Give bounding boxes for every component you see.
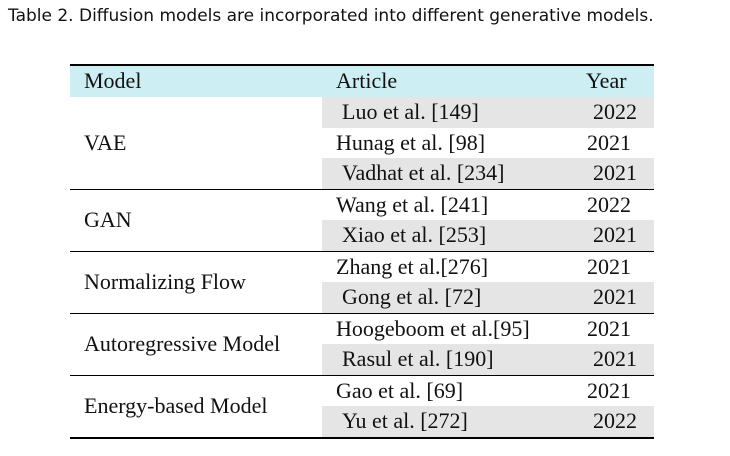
group-normalizing-flow: Normalizing Flow Zhang et al.[276] 2021 … [70, 252, 654, 314]
model-name: Autoregressive Model [84, 331, 281, 356]
article-cell: Luo et al. [149] [342, 99, 479, 124]
table-row: Vadhat et al. [234] 2021 [322, 158, 654, 189]
group-vae: VAE Luo et al. [149] 2022 Hunag et al. [… [70, 97, 654, 190]
table-caption: Table 2. Diffusion models are incorporat… [8, 6, 654, 26]
year-cell: 2021 [587, 315, 631, 341]
group-energy-based-model: Energy-based Model Gao et al. [69] 2021 … [70, 376, 654, 437]
table-row: Hunag et al. [98] 2021 [322, 128, 654, 159]
year-cell: 2021 [593, 160, 637, 185]
table-row: Hoogeboom et al.[95] 2021 [322, 314, 654, 345]
article-cell: Gong et al. [72] [342, 284, 482, 309]
header-article: Article [336, 68, 398, 93]
article-cell: Gao et al. [69] [336, 377, 464, 403]
article-cell: Xiao et al. [253] [342, 222, 487, 247]
model-name: VAE [84, 129, 127, 155]
table-row: Xiao et al. [253] 2021 [322, 220, 654, 251]
article-cell: Rasul et al. [190] [342, 346, 494, 371]
year-cell: 2021 [587, 377, 631, 403]
group-autoregressive-model: Autoregressive Model Hoogeboom et al.[95… [70, 314, 654, 376]
table-row: Luo et al. [149] 2022 [322, 97, 654, 128]
year-cell: 2022 [593, 408, 637, 433]
article-cell: Yu et al. [272] [342, 408, 468, 433]
header-model: Model [84, 68, 142, 93]
article-cell: Hunag et al. [98] [336, 129, 486, 155]
year-cell: 2021 [587, 129, 631, 155]
header-year: Year [586, 68, 627, 93]
group-gan: GAN Wang et al. [241] 2022 Xiao et al. [… [70, 190, 654, 252]
year-cell: 2021 [593, 346, 637, 371]
table-row: Zhang et al.[276] 2021 [322, 252, 654, 283]
year-cell: 2022 [593, 99, 637, 124]
diffusion-models-table: Model Article Year VAE Luo et al. [149] … [70, 64, 654, 439]
article-cell: Zhang et al.[276] [336, 253, 489, 279]
model-name: Energy-based Model [84, 393, 268, 418]
year-cell: 2021 [593, 222, 637, 247]
year-cell: 2021 [587, 253, 631, 279]
table-row: Rasul et al. [190] 2021 [322, 344, 654, 375]
year-cell: 2021 [593, 284, 637, 309]
article-cell: Vadhat et al. [234] [342, 160, 505, 185]
model-name: Normalizing Flow [84, 269, 246, 294]
bottom-rule [70, 436, 654, 439]
table-row: Wang et al. [241] 2022 [322, 190, 654, 221]
article-cell: Hoogeboom et al.[95] [336, 315, 530, 341]
year-cell: 2022 [587, 191, 631, 217]
table-row: Yu et al. [272] 2022 [322, 406, 654, 437]
table-header: Model Article Year [70, 66, 654, 97]
table-row: Gong et al. [72] 2021 [322, 282, 654, 313]
model-name: GAN [84, 207, 132, 232]
article-cell: Wang et al. [241] [336, 191, 489, 217]
top-rule [70, 64, 654, 66]
table-row: Gao et al. [69] 2021 [322, 376, 654, 407]
